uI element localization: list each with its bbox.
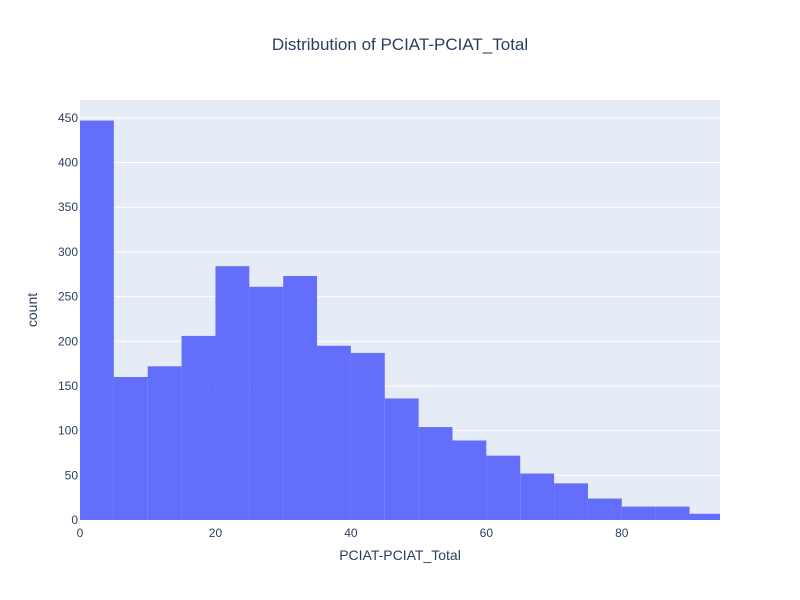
histogram-bar[interactable] xyxy=(486,455,521,520)
y-tick-label: 200 xyxy=(58,334,78,348)
x-tick-label: 40 xyxy=(344,526,358,540)
histogram-bar[interactable] xyxy=(249,286,284,520)
chart-title: Distribution of PCIAT-PCIAT_Total xyxy=(272,35,528,54)
histogram-bar[interactable] xyxy=(80,120,114,520)
y-tick-label: 150 xyxy=(58,379,78,393)
y-axis-title: count xyxy=(24,293,40,327)
histogram-bar[interactable] xyxy=(147,366,182,520)
y-tick-label: 100 xyxy=(58,424,78,438)
bars xyxy=(80,120,720,520)
histogram-bar[interactable] xyxy=(418,427,453,520)
x-tick-label: 80 xyxy=(615,526,629,540)
histogram-bar[interactable] xyxy=(520,473,555,520)
y-tick-label: 0 xyxy=(71,513,78,527)
histogram-bar[interactable] xyxy=(384,398,419,520)
x-axis-ticks: 0 20 40 60 80 xyxy=(77,526,629,540)
histogram-bar[interactable] xyxy=(113,377,148,520)
y-tick-label: 450 xyxy=(58,111,78,125)
histogram-bar[interactable] xyxy=(655,506,690,520)
x-tick-label: 0 xyxy=(77,526,84,540)
histogram-bar[interactable] xyxy=(689,513,720,520)
x-tick-label: 60 xyxy=(480,526,494,540)
x-axis-title: PCIAT-PCIAT_Total xyxy=(339,547,461,563)
histogram-bar[interactable] xyxy=(350,352,385,520)
histogram-bar[interactable] xyxy=(283,276,318,520)
y-tick-label: 250 xyxy=(58,290,78,304)
histogram-bar[interactable] xyxy=(587,498,622,520)
y-axis-ticks: 0 50 100 150 200 250 300 350 400 450 xyxy=(58,111,78,527)
histogram-bar[interactable] xyxy=(181,335,216,520)
histogram-bar[interactable] xyxy=(452,440,487,520)
histogram-bar[interactable] xyxy=(621,506,656,520)
histogram-bar[interactable] xyxy=(317,345,351,520)
y-tick-label: 350 xyxy=(58,200,78,214)
y-tick-label: 400 xyxy=(58,156,78,170)
histogram-bar[interactable] xyxy=(215,266,250,520)
y-tick-label: 50 xyxy=(65,468,79,482)
y-tick-label: 300 xyxy=(58,245,78,259)
x-tick-label: 20 xyxy=(209,526,223,540)
histogram-bar[interactable] xyxy=(554,483,588,520)
